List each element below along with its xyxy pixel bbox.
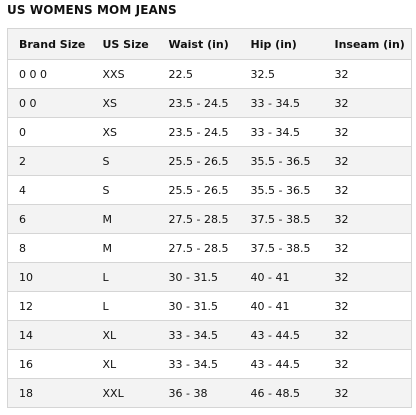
cell-us-size: S xyxy=(91,146,158,176)
cell-brand-size: 4 xyxy=(7,175,92,205)
table-row: 18 XXL 36 - 38 46 - 48.5 32 xyxy=(7,378,412,408)
cell-brand-size: 0 0 xyxy=(7,88,92,118)
header-waist: Waist (in) xyxy=(157,28,240,60)
cell-us-size: XXS xyxy=(91,59,158,89)
cell-hip: 35.5 - 36.5 xyxy=(239,146,324,176)
cell-brand-size: 0 xyxy=(7,117,92,147)
table-row: 8 M 27.5 - 28.5 37.5 - 38.5 32 xyxy=(7,233,412,263)
cell-waist: 23.5 - 24.5 xyxy=(157,117,240,147)
cell-waist: 33 - 34.5 xyxy=(157,320,240,350)
cell-hip: 37.5 - 38.5 xyxy=(239,204,324,234)
cell-inseam: 32 xyxy=(323,59,412,89)
cell-hip: 43 - 44.5 xyxy=(239,349,324,379)
table-row: 16 XL 33 - 34.5 43 - 44.5 32 xyxy=(7,349,412,379)
header-inseam: Inseam (in) xyxy=(323,28,412,60)
cell-inseam: 32 xyxy=(323,117,412,147)
cell-brand-size: 16 xyxy=(7,349,92,379)
cell-us-size: S xyxy=(91,175,158,205)
header-hip: Hip (in) xyxy=(239,28,324,60)
cell-us-size: L xyxy=(91,262,158,292)
cell-us-size: XL xyxy=(91,349,158,379)
header-brand-size: Brand Size xyxy=(7,28,92,60)
cell-brand-size: 8 xyxy=(7,233,92,263)
cell-waist: 22.5 xyxy=(157,59,240,89)
cell-hip: 40 - 41 xyxy=(239,262,324,292)
cell-brand-size: 10 xyxy=(7,262,92,292)
cell-waist: 36 - 38 xyxy=(157,378,240,408)
cell-waist: 33 - 34.5 xyxy=(157,349,240,379)
cell-brand-size: 14 xyxy=(7,320,92,350)
cell-waist: 30 - 31.5 xyxy=(157,291,240,321)
table-header-row: Brand Size US Size Waist (in) Hip (in) I… xyxy=(7,28,412,60)
cell-waist: 23.5 - 24.5 xyxy=(157,88,240,118)
table-row: 0 XS 23.5 - 24.5 33 - 34.5 32 xyxy=(7,117,412,147)
cell-inseam: 32 xyxy=(323,291,412,321)
cell-us-size: XXL xyxy=(91,378,158,408)
cell-inseam: 32 xyxy=(323,175,412,205)
cell-inseam: 32 xyxy=(323,349,412,379)
table-row: 4 S 25.5 - 26.5 35.5 - 36.5 32 xyxy=(7,175,412,205)
cell-waist: 30 - 31.5 xyxy=(157,262,240,292)
table-row: 0 0 0 XXS 22.5 32.5 32 xyxy=(7,59,412,89)
cell-us-size: XL xyxy=(91,320,158,350)
cell-hip: 46 - 48.5 xyxy=(239,378,324,408)
header-us-size: US Size xyxy=(91,28,158,60)
cell-hip: 43 - 44.5 xyxy=(239,320,324,350)
cell-waist: 27.5 - 28.5 xyxy=(157,233,240,263)
cell-brand-size: 2 xyxy=(7,146,92,176)
cell-inseam: 32 xyxy=(323,320,412,350)
table-row: 14 XL 33 - 34.5 43 - 44.5 32 xyxy=(7,320,412,350)
cell-hip: 40 - 41 xyxy=(239,291,324,321)
table-row: 10 L 30 - 31.5 40 - 41 32 xyxy=(7,262,412,292)
table-row: 0 0 XS 23.5 - 24.5 33 - 34.5 32 xyxy=(7,88,412,118)
cell-brand-size: 0 0 0 xyxy=(7,59,92,89)
cell-hip: 32.5 xyxy=(239,59,324,89)
cell-inseam: 32 xyxy=(323,233,412,263)
table-row: 2 S 25.5 - 26.5 35.5 - 36.5 32 xyxy=(7,146,412,176)
cell-brand-size: 18 xyxy=(7,378,92,408)
cell-inseam: 32 xyxy=(323,204,412,234)
cell-waist: 25.5 - 26.5 xyxy=(157,146,240,176)
cell-inseam: 32 xyxy=(323,262,412,292)
cell-hip: 37.5 - 38.5 xyxy=(239,233,324,263)
cell-brand-size: 6 xyxy=(7,204,92,234)
cell-waist: 27.5 - 28.5 xyxy=(157,204,240,234)
cell-hip: 33 - 34.5 xyxy=(239,117,324,147)
cell-us-size: M xyxy=(91,233,158,263)
cell-hip: 33 - 34.5 xyxy=(239,88,324,118)
chart-title: US WOMENS MOM JEANS xyxy=(7,3,177,17)
cell-hip: 35.5 - 36.5 xyxy=(239,175,324,205)
table-row: 12 L 30 - 31.5 40 - 41 32 xyxy=(7,291,412,321)
cell-inseam: 32 xyxy=(323,88,412,118)
cell-us-size: XS xyxy=(91,117,158,147)
size-table: Brand Size US Size Waist (in) Hip (in) I… xyxy=(7,28,412,408)
cell-us-size: L xyxy=(91,291,158,321)
cell-inseam: 32 xyxy=(323,378,412,408)
table-row: 6 M 27.5 - 28.5 37.5 - 38.5 32 xyxy=(7,204,412,234)
cell-brand-size: 12 xyxy=(7,291,92,321)
cell-us-size: XS xyxy=(91,88,158,118)
cell-us-size: M xyxy=(91,204,158,234)
cell-inseam: 32 xyxy=(323,146,412,176)
cell-waist: 25.5 - 26.5 xyxy=(157,175,240,205)
